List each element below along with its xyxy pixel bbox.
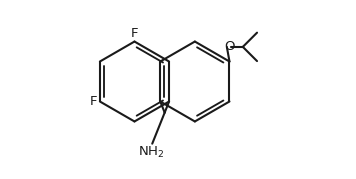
Text: F: F — [90, 95, 98, 108]
Text: F: F — [131, 27, 138, 40]
Text: NH$_2$: NH$_2$ — [138, 145, 164, 160]
Text: O: O — [224, 40, 234, 53]
